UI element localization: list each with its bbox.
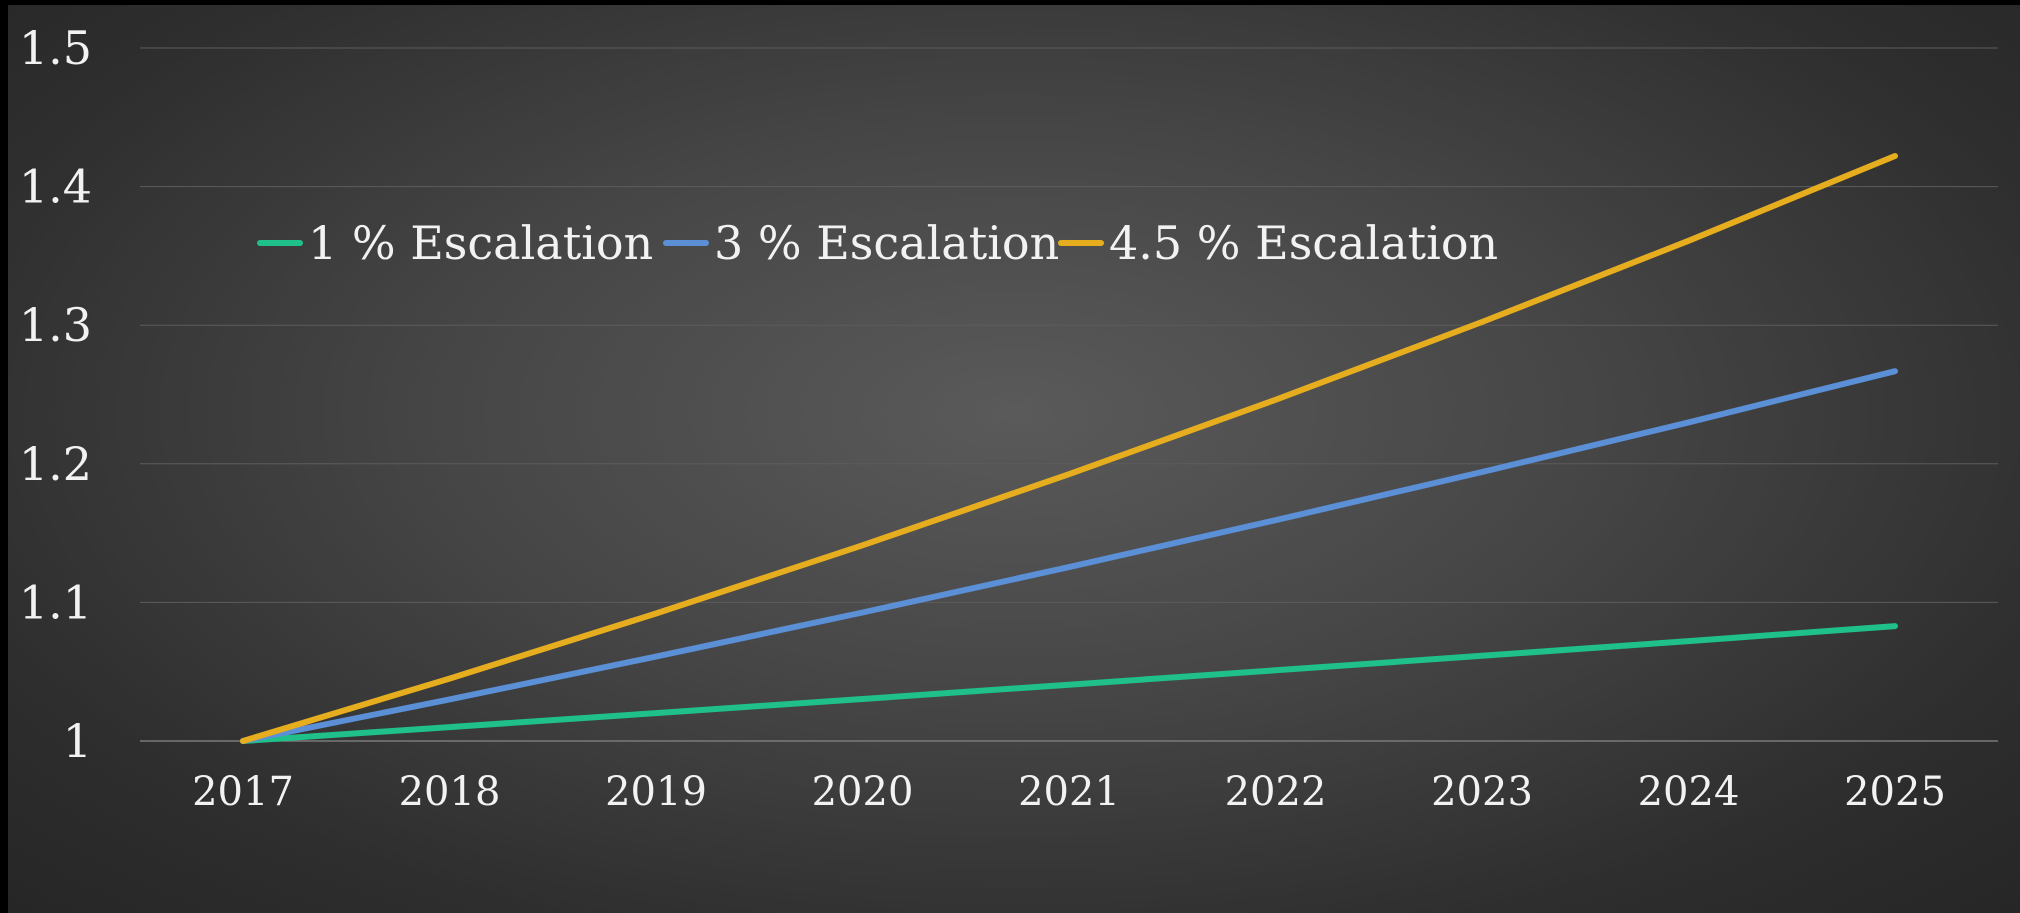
- y-tick-label: 1.3: [19, 298, 92, 352]
- legend: 1 % Escalation 3 % Escalation 4.5 % Escala…: [257, 216, 1498, 270]
- y-tick-label: 1.5: [19, 21, 92, 75]
- y-axis-ticks: 1 1.1 1.2 1.3 1.4 1.5: [19, 21, 92, 768]
- x-tick-label: 2017: [192, 769, 294, 815]
- x-tick-label: 2021: [1018, 769, 1120, 815]
- x-tick-label: 2024: [1638, 769, 1740, 815]
- series-lines: [240, 153, 1898, 744]
- gridlines: [140, 47, 1998, 742]
- line-chart: 1 1.1 1.2 1.3 1.4 1.5 2017 2018 2019 2020 2021 202…: [19, 21, 1998, 815]
- x-tick-label: 2018: [399, 769, 501, 815]
- series-line-3-escalation: [240, 368, 1898, 744]
- x-tick-label: 2020: [812, 769, 914, 815]
- series-line-1-escalation: [240, 623, 1898, 744]
- legend-label: 1 % Escalation: [308, 216, 653, 270]
- x-axis-ticks: 2017 2018 2019 2020 2021 2022 2023 2024 2025: [192, 769, 1946, 815]
- chart-area: 1 1.1 1.2 1.3 1.4 1.5 2017 2018 2019 2020 2021 202…: [8, 5, 2020, 913]
- series-line-4-5-escalation: [240, 153, 1898, 744]
- legend-label: 3 % Escalation: [714, 216, 1059, 270]
- y-tick-label: 1.4: [19, 160, 92, 214]
- y-tick-label: 1: [63, 714, 92, 768]
- x-tick-label: 2023: [1431, 769, 1533, 815]
- x-tick-label: 2022: [1225, 769, 1327, 815]
- y-tick-label: 1.1: [19, 575, 92, 629]
- x-tick-label: 2019: [605, 769, 707, 815]
- legend-label: 4.5 % Escalation: [1109, 216, 1498, 270]
- y-tick-label: 1.2: [19, 437, 92, 491]
- x-tick-label: 2025: [1844, 769, 1946, 815]
